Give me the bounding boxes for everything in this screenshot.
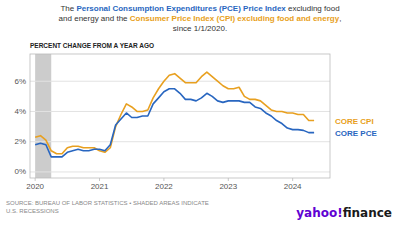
x-tick <box>99 178 100 181</box>
logo-part: yahoo! <box>296 206 342 220</box>
source-line: SOURCE: BUREAU OF LABOR STATISTICS • SHA… <box>6 200 209 206</box>
logo-part: finance <box>343 206 392 220</box>
x-tick-label: 2024 <box>284 182 302 191</box>
title-segment: Personal Consumption Expenditures (PCE) … <box>76 4 286 13</box>
shaded-area <box>35 54 51 178</box>
y-tick-label: 0% <box>14 167 26 176</box>
logo: yahoo!finance <box>296 206 392 220</box>
x-tick-label: 2021 <box>91 182 109 191</box>
series-line <box>35 72 314 154</box>
title: since 1/1/2020. <box>173 24 227 33</box>
x-tick-label: 2020 <box>26 182 44 191</box>
grid-line <box>30 141 330 142</box>
x-tick-label: 2022 <box>155 182 173 191</box>
title-segment: The <box>60 4 76 13</box>
plot-area <box>30 54 330 178</box>
grid-line <box>30 81 330 82</box>
chart: The Personal Consumption Expenditures (P… <box>0 0 400 227</box>
series-label: CORE PCE <box>335 129 377 138</box>
title-segment: , <box>339 14 341 23</box>
x-tick <box>163 178 164 181</box>
title: and energy and the Consumer Price Index … <box>59 14 342 23</box>
source-line: U.S. RECESSIONS <box>6 208 59 214</box>
y-tick-label: 2% <box>14 137 26 146</box>
title-segment: since 1/1/2020. <box>173 24 227 33</box>
title-segment: Consumer Price Index (CPI) excluding foo… <box>130 14 340 23</box>
x-tick <box>292 178 293 181</box>
source-note: SOURCE: BUREAU OF LABOR STATISTICS • SHA… <box>6 200 209 214</box>
x-tick <box>228 178 229 181</box>
grid-line <box>30 171 330 172</box>
title-segment: excluding food <box>286 4 340 13</box>
title-segment: and energy and the <box>59 14 130 23</box>
series-line <box>35 89 314 157</box>
y-tick-label: 6% <box>14 77 26 86</box>
x-tick-label: 2023 <box>219 182 237 191</box>
plot-frame <box>30 54 330 178</box>
series-label: CORE CPI <box>335 117 374 126</box>
title: The Personal Consumption Expenditures (P… <box>60 4 339 13</box>
y-tick-label: 4% <box>14 107 26 116</box>
x-tick <box>35 178 36 181</box>
y-axis-label: PERCENT CHANGE FROM A YEAR AGO <box>30 42 154 49</box>
